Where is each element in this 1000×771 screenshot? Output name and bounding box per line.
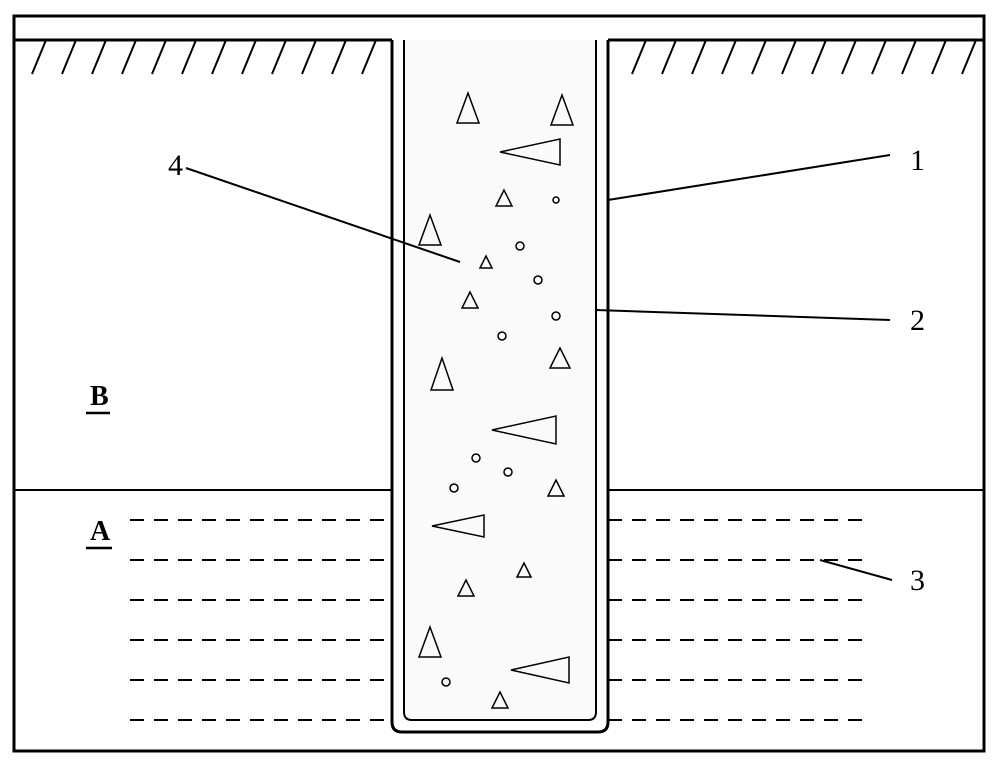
leader-line: [820, 560, 892, 580]
ground-hatch: [632, 40, 646, 74]
ground-hatch: [752, 40, 766, 74]
ground-hatch: [662, 40, 676, 74]
ground-hatch: [332, 40, 346, 74]
ground-hatch: [122, 40, 136, 74]
ground-hatch: [32, 40, 46, 74]
ground-hatch: [842, 40, 856, 74]
leader-line: [608, 155, 890, 200]
ground-hatch: [362, 40, 376, 74]
ground-hatch: [692, 40, 706, 74]
section-label: B: [90, 381, 109, 412]
ground-hatch: [932, 40, 946, 74]
ground-hatch: [92, 40, 106, 74]
ground-hatch: [782, 40, 796, 74]
ground-hatch: [902, 40, 916, 74]
ground-hatch: [182, 40, 196, 74]
ground-hatch: [872, 40, 886, 74]
callout-number: 2: [910, 304, 925, 337]
ground-hatch: [302, 40, 316, 74]
callout-number: 4: [168, 149, 183, 182]
callout-number: 1: [910, 144, 925, 177]
leader-line: [596, 310, 890, 320]
diagram-canvas: 1 2 3 4 B A: [0, 0, 1000, 771]
pile-fill: [404, 40, 596, 720]
section-label: A: [90, 516, 111, 547]
ground-hatch: [962, 40, 976, 74]
ground-hatch: [62, 40, 76, 74]
ground-hatch: [812, 40, 826, 74]
ground-hatch: [152, 40, 166, 74]
ground-hatch: [272, 40, 286, 74]
ground-hatch: [212, 40, 226, 74]
ground-hatch: [722, 40, 736, 74]
callout-number: 3: [910, 564, 925, 597]
ground-hatch: [242, 40, 256, 74]
